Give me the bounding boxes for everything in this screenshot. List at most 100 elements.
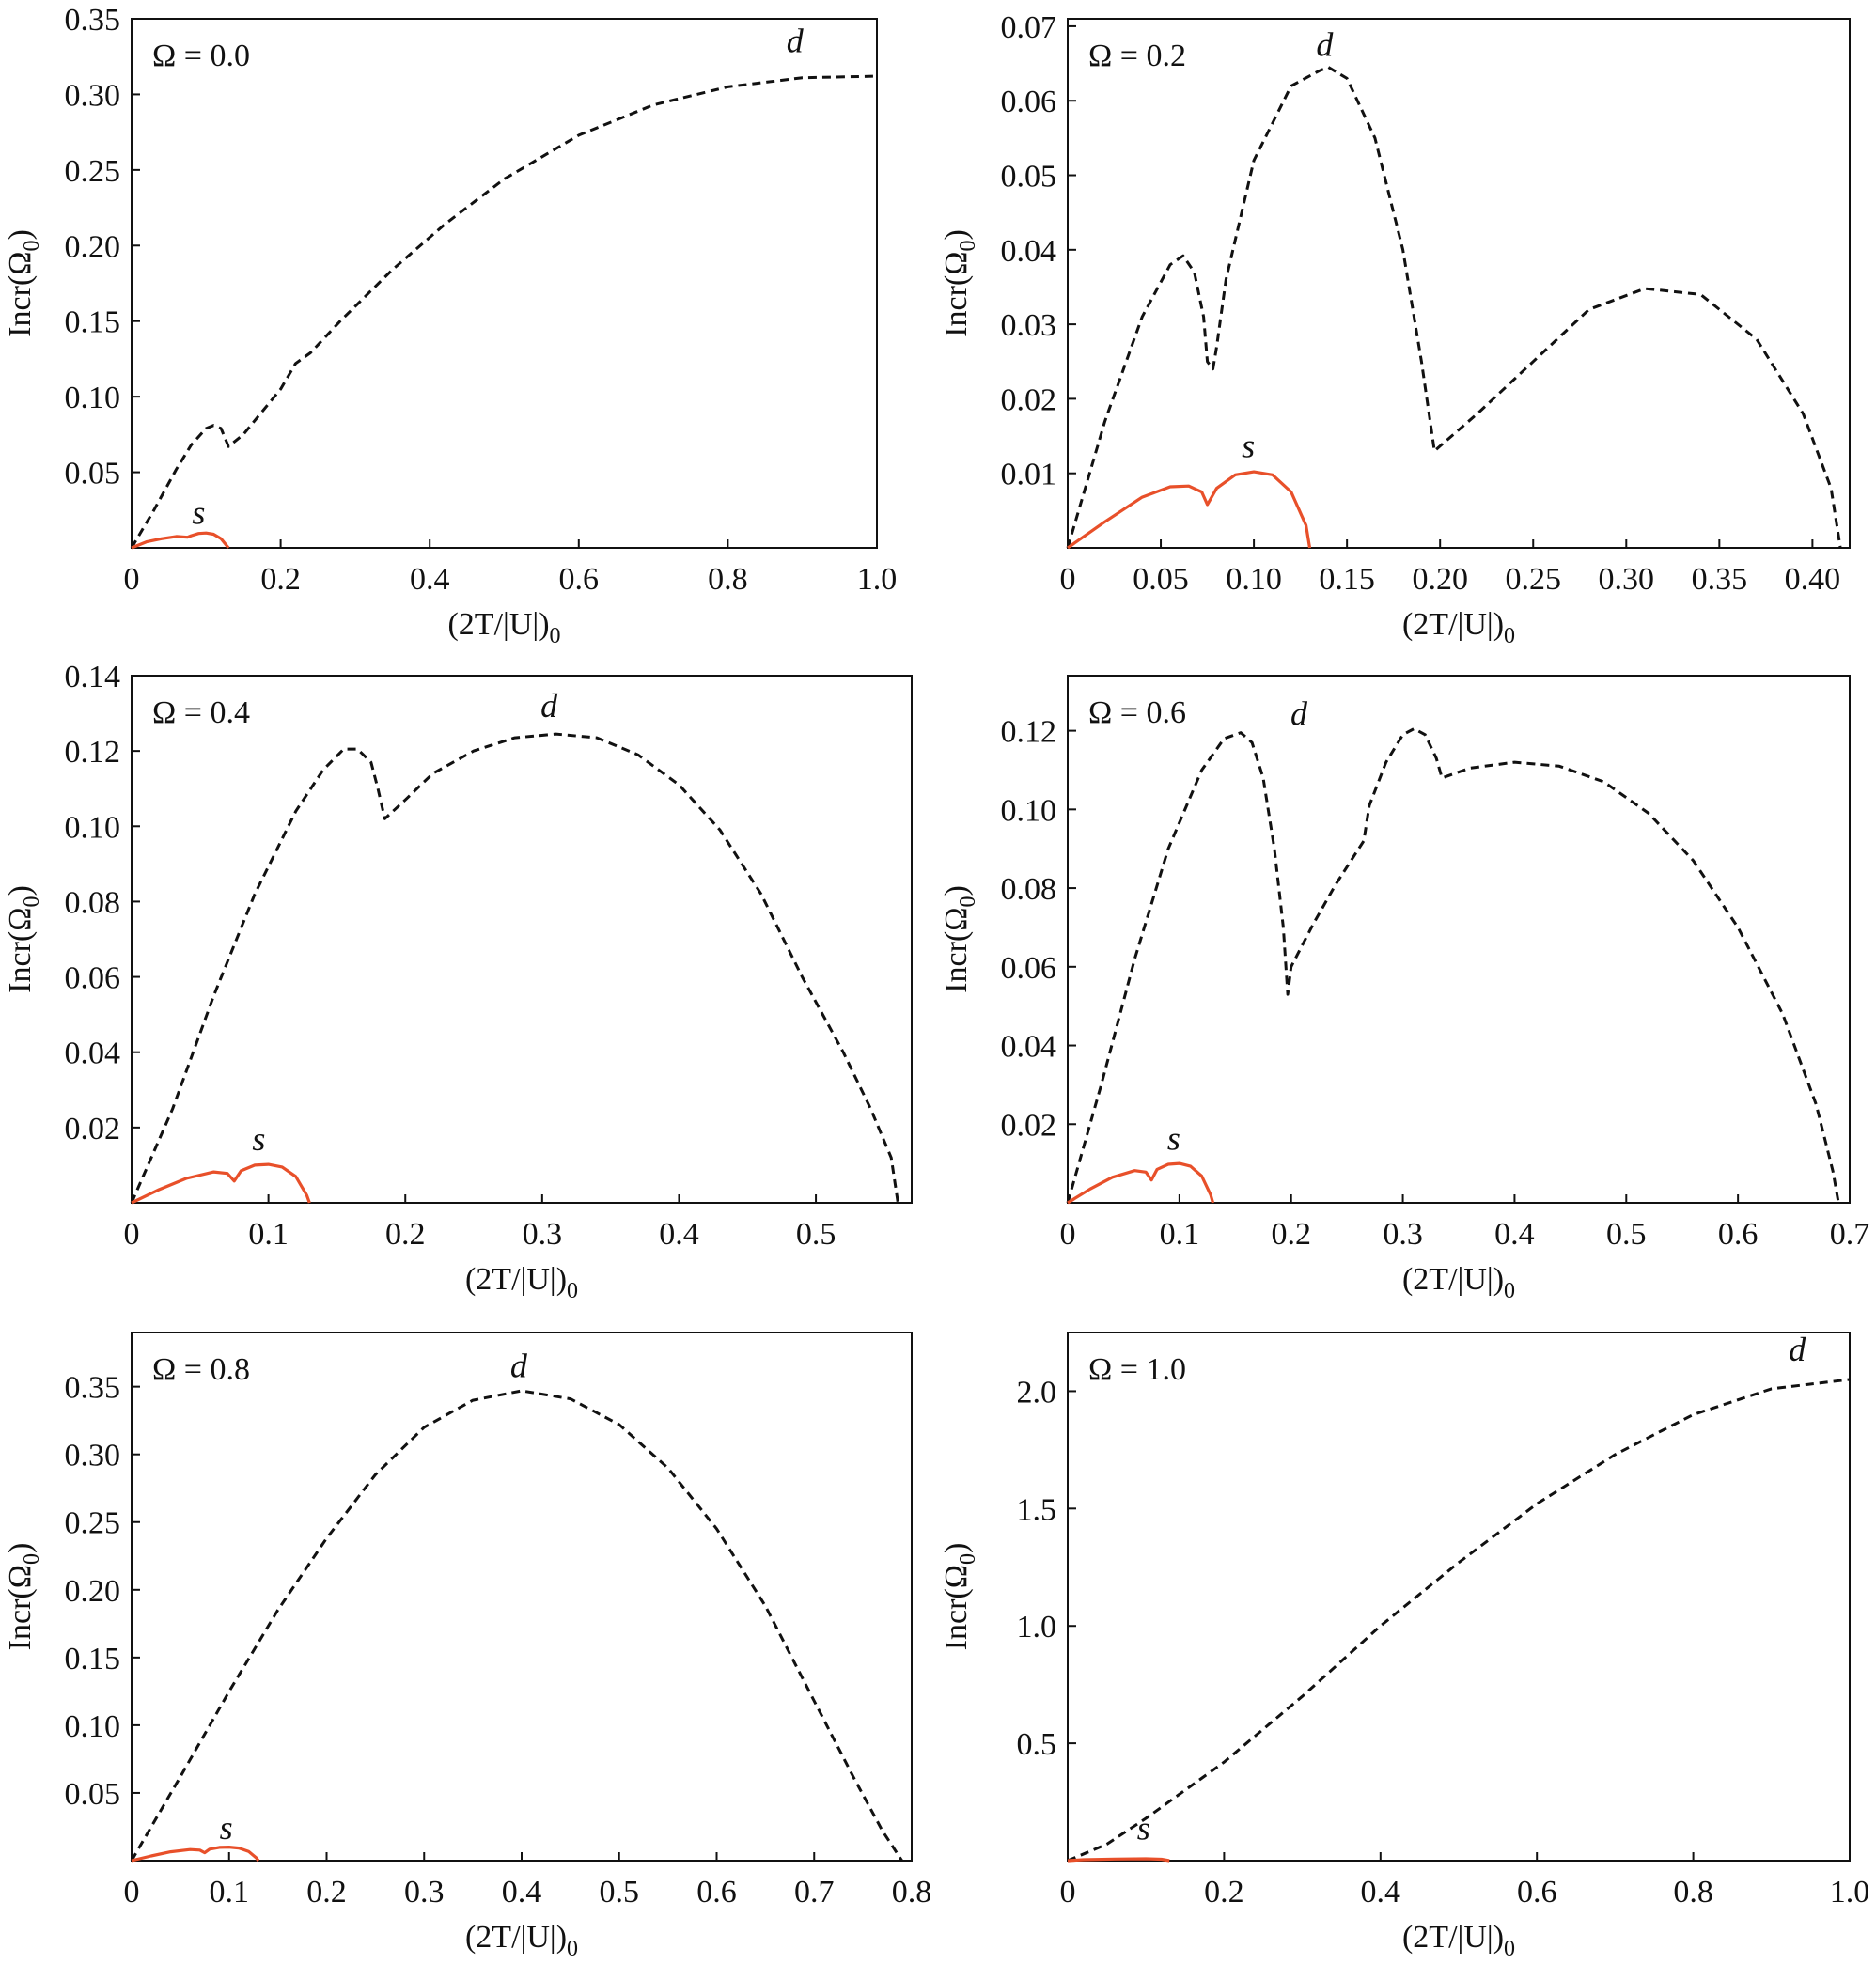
- y-axis-label-close: ): [939, 885, 974, 896]
- x-tick-label: 0.4: [502, 1875, 542, 1909]
- y-tick-label: 0.04: [1001, 1030, 1057, 1065]
- y-axis-label-close: ): [3, 229, 38, 240]
- y-tick-label: 0.20: [65, 1574, 121, 1609]
- y-axis-label: Incr(Ω0): [939, 885, 980, 993]
- x-tick-label: 0: [124, 1875, 140, 1909]
- x-tick-label: 0.2: [385, 1217, 426, 1252]
- panel-omega-label: Ω = 0.0: [152, 39, 250, 73]
- panel-omega-label: Ω = 0.6: [1088, 695, 1186, 730]
- x-tick-label: 0.05: [1133, 562, 1189, 597]
- chart-panel: 0 0.1 0.2 0.3 0.4 0.5 0.6 0.7 0.02 0.04 0.06 0.08 0.…: [939, 675, 1869, 1303]
- x-tick-label: 0: [1060, 1217, 1076, 1252]
- series-s-curve: [1067, 470, 1312, 550]
- y-axis-label-close: ): [939, 1543, 974, 1553]
- x-axis-label: (2T/|U|)0: [465, 1920, 578, 1961]
- y-tick-label: 2.0: [1017, 1375, 1057, 1410]
- series-d-label: d: [540, 687, 558, 725]
- x-axis-label: (2T/|U|)0: [1402, 607, 1515, 648]
- y-tick-label: 0.10: [65, 381, 121, 415]
- x-axis-label-main: (2T/|U|): [465, 1262, 567, 1297]
- plot-frame: [131, 1332, 913, 1862]
- x-tick-label: 0.30: [1599, 562, 1655, 597]
- x-axis-label-subscript: 0: [1504, 624, 1515, 648]
- y-tick-label: 0.03: [1001, 308, 1057, 343]
- y-tick-label: 0.5: [1017, 1727, 1057, 1762]
- y-axis-label-main: Incr(Ω: [3, 908, 38, 993]
- y-tick-label: 1.5: [1017, 1492, 1057, 1527]
- x-tick-label: 0.15: [1319, 562, 1375, 597]
- series-d-curve: [1066, 727, 1840, 1204]
- x-tick-label: 0.5: [796, 1217, 836, 1252]
- x-tick-label: 1.0: [1830, 1875, 1870, 1909]
- y-tick-label: 0.15: [65, 305, 121, 340]
- plot-frame: [1067, 1332, 1851, 1862]
- y-tick-label: 0.05: [65, 1777, 121, 1812]
- y-tick-label: 0.10: [65, 810, 121, 845]
- x-tick-label: 0.3: [404, 1875, 445, 1909]
- y-tick-label: 0.08: [1001, 872, 1057, 907]
- y-tick-label: 0.04: [65, 1037, 121, 1071]
- x-axis-label: (2T/|U|)0: [447, 607, 560, 648]
- x-tick-label: 0.3: [1383, 1217, 1423, 1252]
- x-tick-label: 0.20: [1412, 562, 1468, 597]
- y-tick-label: 0.12: [65, 735, 121, 770]
- x-tick-label: 0.8: [892, 1875, 932, 1909]
- series-s-label: s: [1167, 1119, 1180, 1157]
- y-axis-label-main: Incr(Ω: [939, 908, 974, 993]
- x-tick-label: 0.6: [559, 562, 600, 597]
- series-s-curve: [131, 531, 230, 550]
- y-tick-label: 0.02: [65, 1112, 121, 1146]
- x-tick-label: 0.1: [210, 1875, 250, 1909]
- x-axis-label-subscript: 0: [1504, 1937, 1515, 1961]
- series-s-curve: [131, 1162, 311, 1205]
- y-tick-label: 0.06: [65, 961, 121, 996]
- x-axis-label-main: (2T/|U|): [1402, 1262, 1504, 1297]
- x-tick-label: 0.5: [600, 1875, 640, 1909]
- x-axis-label: (2T/|U|)0: [1402, 1262, 1515, 1303]
- x-tick-label: 0.8: [1673, 1875, 1713, 1909]
- y-axis-label-subscript: 0: [956, 896, 980, 908]
- x-tick-label: 0.2: [1204, 1875, 1244, 1909]
- y-tick-label: 0.10: [1001, 793, 1057, 828]
- y-tick-label: 0.10: [65, 1709, 121, 1744]
- y-tick-label: 0.01: [1001, 458, 1057, 492]
- panel-omega-label: Ω = 0.2: [1088, 39, 1186, 73]
- y-axis-label-main: Incr(Ω: [3, 1565, 38, 1650]
- series-d-curve: [1067, 1378, 1851, 1863]
- y-tick-label: 1.0: [1017, 1610, 1057, 1644]
- plot-frame: [131, 18, 878, 549]
- y-axis-label-close: ): [939, 229, 974, 240]
- x-axis-label: (2T/|U|)0: [1402, 1920, 1515, 1961]
- x-tick-label: 0: [124, 1217, 140, 1252]
- panel-omega-label: Ω = 1.0: [1088, 1352, 1186, 1387]
- chart-panel: 0 0.1 0.2 0.3 0.4 0.5 0.6 0.7 0.8 0.05 0.10 0.15 0.2…: [3, 1332, 932, 1961]
- x-axis-label-subscript: 0: [1504, 1279, 1515, 1303]
- chart-panel: 0 0.1 0.2 0.3 0.4 0.5 0.02 0.04 0.06 0.08 0.10 0.12…: [3, 660, 913, 1303]
- x-tick-label: 0.6: [696, 1875, 737, 1909]
- chart-panel: 0 0.2 0.4 0.6 0.8 1.00.51.01.52.0(2T/|U|)0Inc…: [939, 1331, 1869, 1961]
- series-s-curve: [1067, 1161, 1215, 1205]
- x-tick-label: 0.4: [659, 1217, 699, 1252]
- y-tick-label: 0.02: [1001, 1108, 1057, 1143]
- y-axis-label: Incr(Ω0): [3, 229, 44, 337]
- series-d-label: d: [787, 22, 805, 59]
- y-axis-label-close: ): [3, 885, 38, 896]
- series-d-curve: [130, 1389, 903, 1862]
- y-axis-label-main: Incr(Ω: [939, 1565, 974, 1650]
- x-axis-label-subscript: 0: [567, 1279, 578, 1303]
- y-axis-label: Incr(Ω0): [939, 1543, 980, 1651]
- y-tick-label: 0.06: [1001, 951, 1057, 986]
- x-tick-label: 0.3: [523, 1217, 563, 1252]
- series-s-curve: [1067, 1857, 1170, 1863]
- series-s-label: s: [220, 1809, 233, 1847]
- y-tick-label: 0.30: [65, 1439, 121, 1473]
- panel-omega-label: Ω = 0.4: [152, 695, 250, 730]
- x-axis-label-main: (2T/|U|): [465, 1920, 567, 1955]
- series-s-label: s: [192, 493, 205, 531]
- y-tick-label: 0.02: [1001, 382, 1057, 417]
- x-tick-label: 0.6: [1718, 1217, 1759, 1252]
- y-axis-label-close: ): [3, 1543, 38, 1553]
- series-d-label: d: [1789, 1331, 1806, 1368]
- series-d-curve: [130, 74, 878, 549]
